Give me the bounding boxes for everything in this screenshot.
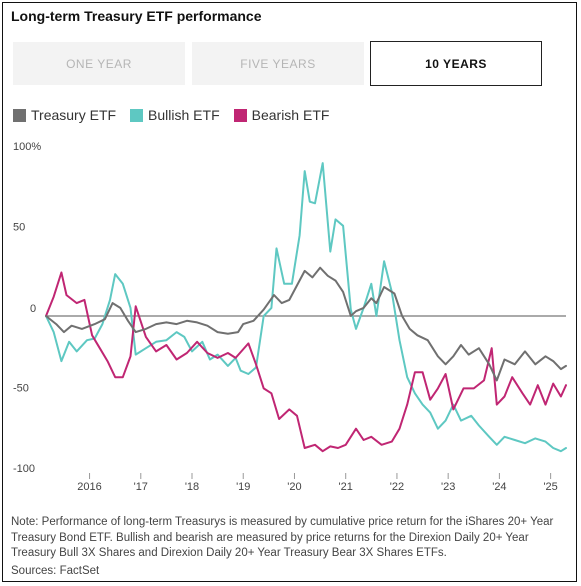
series-line-treasury-etf (45, 266, 567, 382)
x-tick-label: '23 (441, 481, 455, 493)
chart-legend: Treasury ETF Bullish ETF Bearish ETF (13, 107, 343, 123)
tab-five-years[interactable]: FIVE YEARS (192, 42, 364, 85)
tab-10-years[interactable]: 10 YEARS (370, 41, 542, 86)
chart-note: Note: Performance of long-term Treasurys… (11, 516, 554, 559)
y-tick-label: 50 (13, 222, 25, 234)
series-line-bearish-etf (45, 271, 567, 453)
x-tick-label: 2016 (77, 481, 101, 493)
x-tick-label: '17 (134, 481, 148, 493)
legend-label-bearish: Bearish ETF (251, 107, 330, 123)
x-tick-label: '25 (543, 481, 557, 493)
x-tick-label: '24 (492, 481, 506, 493)
x-tick-label: '21 (339, 481, 353, 493)
y-tick-label: -50 (13, 383, 29, 395)
x-tick-label: '22 (390, 481, 404, 493)
legend-label-treasury: Treasury ETF (31, 107, 117, 123)
y-tick-label: 100% (13, 141, 41, 153)
legend-swatch-bullish (130, 108, 144, 122)
series-line-bullish-etf (45, 162, 567, 453)
y-tick-label: -100 (13, 463, 35, 475)
legend-swatch-treasury (13, 108, 26, 122)
x-tick-label: '18 (185, 481, 199, 493)
legend-swatch-bearish (233, 108, 247, 122)
legend-item-bearish: Bearish ETF (233, 107, 330, 123)
legend-item-treasury: Treasury ETF (13, 107, 116, 123)
chart-frame (2, 2, 577, 582)
x-tick-label: '19 (236, 481, 250, 493)
tab-one-year[interactable]: ONE YEAR (13, 42, 185, 85)
timeframe-tabs: ONE YEAR FIVE YEARS 10 YEARS (13, 41, 544, 87)
legend-label-bullish: Bullish ETF (148, 107, 220, 123)
chart-source: Sources: FactSet (11, 565, 100, 577)
chart-title: Long-term Treasury ETF performance (11, 8, 262, 24)
x-tick-label: '20 (287, 481, 301, 493)
line-chart: 100% 50 0 -50 -100 2016 '17 '18 '19 '20 '21 '22 '23 '… (13, 141, 567, 493)
legend-item-bullish: Bullish ETF (130, 107, 220, 123)
y-tick-label-zero: 0 (30, 303, 36, 315)
